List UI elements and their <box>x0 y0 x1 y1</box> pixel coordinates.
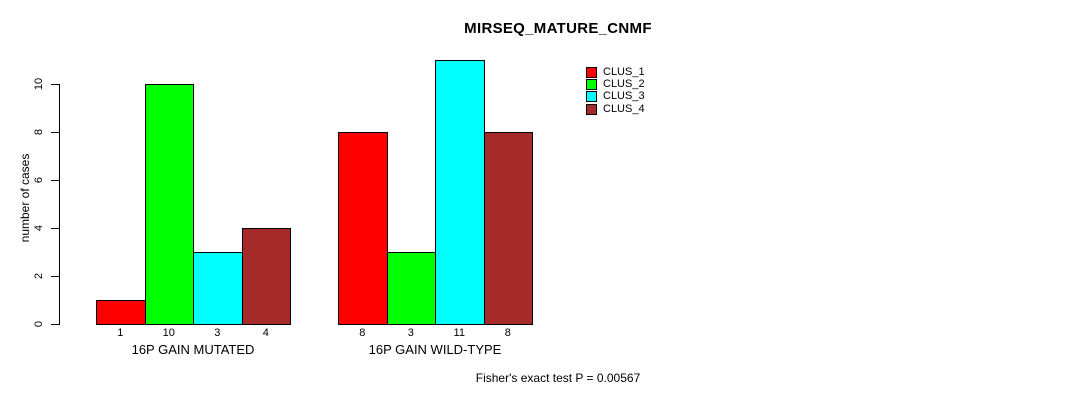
bar-value-label: 8 <box>359 327 366 339</box>
legend-item-clus_2: CLUS_2 <box>586 78 645 91</box>
bar-clus_3-group2 <box>435 60 485 325</box>
bar-value-label: 3 <box>214 327 221 339</box>
y-axis-tick <box>51 180 59 181</box>
legend: CLUS_1 CLUS_2 CLUS_3 CLUS_4 <box>586 66 645 116</box>
legend-swatch-icon <box>586 91 597 103</box>
legend-label: CLUS_2 <box>603 78 645 91</box>
y-axis-tick <box>51 228 59 229</box>
bar-value-label: 10 <box>162 327 175 339</box>
legend-item-clus_1: CLUS_1 <box>586 66 645 78</box>
legend-item-clus_4: CLUS_4 <box>586 103 645 115</box>
y-axis-tick <box>51 276 59 277</box>
chart-title: MIRSEQ_MATURE_CNMF <box>464 20 652 37</box>
y-tick-label: 0 <box>33 320 45 328</box>
bar-value-label: 4 <box>262 327 269 339</box>
x-category-label: 16P GAIN WILD-TYPE <box>368 342 502 357</box>
legend-label: CLUS_4 <box>603 102 645 115</box>
bar-clus_4-group2 <box>483 132 533 325</box>
legend-label: CLUS_1 <box>603 65 645 78</box>
bar-clus_3-group1 <box>193 252 243 325</box>
y-tick-label: 2 <box>33 272 45 280</box>
y-tick-label: 8 <box>33 128 45 136</box>
legend-swatch-icon <box>586 79 597 91</box>
bar-clus_1-group1 <box>96 300 146 325</box>
x-category-label: 16P GAIN MUTATED <box>131 342 255 357</box>
bar-value-label: 11 <box>453 327 465 339</box>
legend-item-clus_3: CLUS_3 <box>586 91 645 103</box>
y-tick-label: 4 <box>33 224 45 232</box>
bar-clus_1-group2 <box>338 132 388 325</box>
legend-swatch-icon <box>586 103 597 115</box>
y-tick-label: 6 <box>33 176 45 184</box>
annotation-fisher-test: Fisher's exact test P = 0.00567 <box>475 371 641 385</box>
bar-clus_2-group2 <box>386 252 436 325</box>
y-axis-tick <box>51 84 59 85</box>
legend-swatch-icon <box>586 66 597 78</box>
y-axis-line <box>59 84 60 325</box>
bar-value-label: 1 <box>117 327 124 339</box>
y-tick-label: 10 <box>33 77 45 91</box>
y-axis-tick <box>51 324 59 325</box>
bar-value-label: 3 <box>407 327 414 339</box>
bar-clus_2-group1 <box>144 84 194 325</box>
bar-value-label: 8 <box>504 327 511 339</box>
bar-clus_4-group1 <box>241 228 291 325</box>
legend-label: CLUS_3 <box>603 90 645 103</box>
y-axis-tick <box>51 132 59 133</box>
